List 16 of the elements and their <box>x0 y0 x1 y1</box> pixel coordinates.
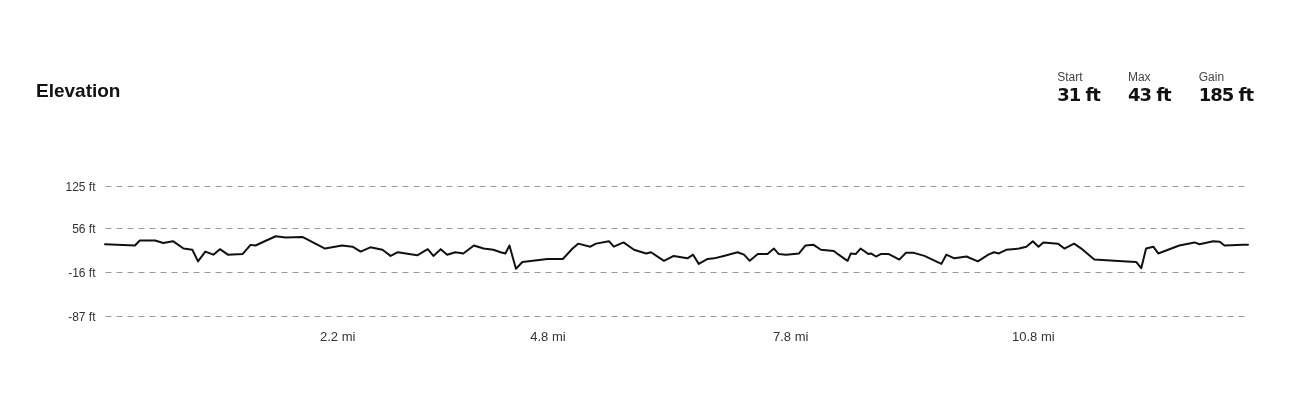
y-tick-label: -87 ft <box>68 309 97 324</box>
text: 31 ft <box>1057 84 1100 105</box>
line-series <box>104 235 1249 270</box>
chart-title: Elevation <box>36 80 121 102</box>
text: Gain <box>1198 70 1226 84</box>
text: 43 ft <box>1127 84 1171 105</box>
text: 185 ft <box>1198 84 1253 105</box>
x-tick-label: 7.8 mi <box>772 328 809 344</box>
x-tick-label: 4.8 mi <box>530 328 566 344</box>
y-tick-label: -16 ft <box>68 265 97 280</box>
text: Start <box>1057 70 1084 84</box>
x-tick-label: 10.8 mi <box>1012 328 1055 344</box>
text: Max <box>1127 70 1152 84</box>
y-tick-label: 56 ft <box>72 221 97 236</box>
x-tick-label: 2.2 mi <box>319 328 356 344</box>
y-tick-label: 125 ft <box>65 179 97 194</box>
